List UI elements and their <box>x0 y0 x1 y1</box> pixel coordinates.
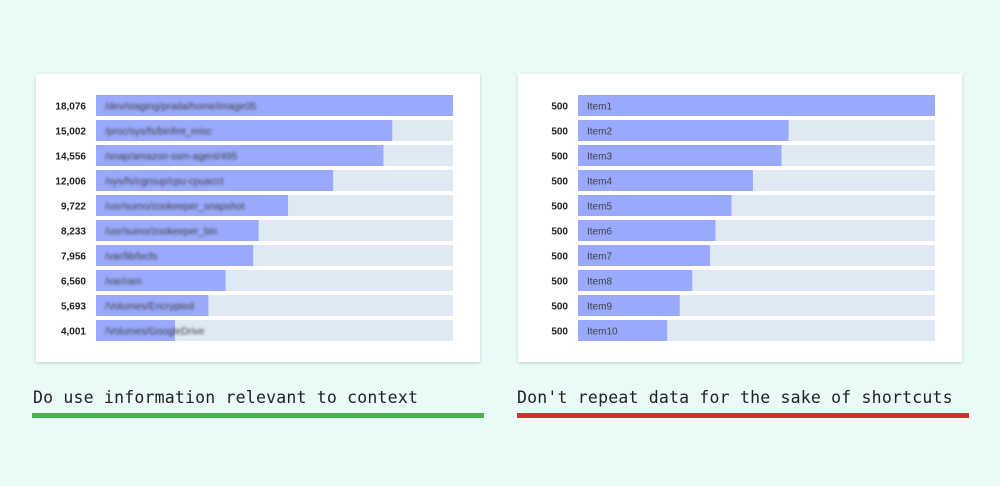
bar-value-label: 500 <box>551 252 568 263</box>
bar-category-label: /var/lib/lxcfs <box>105 252 157 263</box>
bar <box>578 245 711 266</box>
dont-underline <box>517 413 969 418</box>
dont-example-card: 500 Item1 500 Item2 500 Item3 500 Item4 500 Item5… <box>518 74 962 362</box>
bar-value-label: 14,556 <box>55 152 86 163</box>
bar <box>578 95 935 116</box>
bar-value-label: 9,722 <box>61 202 86 213</box>
bar <box>96 270 226 291</box>
bar <box>96 145 384 166</box>
bar <box>578 170 753 191</box>
bar-category-label: /Volumes/Encrypted <box>105 302 194 313</box>
bar-category-label: Item9 <box>587 302 612 313</box>
do-bar-chart: 18,076/dev/staging/prada/home/image05 15,… <box>55 95 453 341</box>
bar-category-label: Item5 <box>587 202 612 213</box>
bar-category-label: Item4 <box>587 177 612 188</box>
bar <box>578 270 693 291</box>
bar-value-label: 500 <box>551 202 568 213</box>
bar-value-label: 500 <box>551 302 568 313</box>
bar <box>96 220 259 241</box>
bar-value-label: 7,956 <box>61 252 86 263</box>
bar <box>96 170 334 191</box>
bar-track <box>96 320 453 341</box>
bar-category-label: /snap/amazon-ssm-agent/495 <box>105 152 238 163</box>
bar <box>96 295 209 316</box>
bar-value-label: 8,233 <box>61 227 86 238</box>
bar-value-label: 6,560 <box>61 277 86 288</box>
bar <box>578 320 668 341</box>
bar-value-label: 500 <box>551 127 568 138</box>
bar-category-label: /Volumes/GoogleDrive <box>105 327 205 338</box>
bar-value-label: 4,001 <box>61 327 86 338</box>
bar-value-label: 500 <box>551 177 568 188</box>
bar-value-label: 15,002 <box>55 127 86 138</box>
bar <box>96 320 176 341</box>
bar <box>96 95 453 116</box>
bar-value-label: 5,693 <box>61 302 86 313</box>
bar-category-label: /dev/staging/prada/home/image05 <box>105 102 257 113</box>
bar <box>96 195 289 216</box>
bar-category-label: Item7 <box>587 252 612 263</box>
bar-category-label: /var/ram <box>105 277 142 288</box>
bar <box>96 245 254 266</box>
bar-value-label: 12,006 <box>55 177 86 188</box>
do-underline <box>32 413 484 418</box>
bar-category-label: /sys/fs/cgroup/cpu-cpuacct <box>105 177 224 188</box>
bar <box>578 120 789 141</box>
bar-category-label: /usr/sumo/zookeeper_bin <box>105 227 217 238</box>
bar-category-label: Item3 <box>587 152 612 163</box>
bar-value-label: 18,076 <box>55 102 86 113</box>
dont-bar-chart: 500 Item1 500 Item2 500 Item3 500 Item4 500 Item5… <box>551 95 935 341</box>
bar-value-label: 500 <box>551 277 568 288</box>
bar <box>578 220 716 241</box>
bar-value-label: 500 <box>551 102 568 113</box>
bar-category-label: Item2 <box>587 127 612 138</box>
bar <box>578 195 732 216</box>
bar-category-label: /proc/sys/fs/binfmt_misc <box>105 127 212 138</box>
do-caption: Do use information relevant to context <box>33 388 419 407</box>
bar <box>578 295 680 316</box>
bar-category-label: /usr/sumo/zookeeper_snapshot <box>105 202 245 213</box>
bar-value-label: 500 <box>551 227 568 238</box>
do-example-card: 18,076/dev/staging/prada/home/image05 15,… <box>36 74 480 362</box>
bar-value-label: 500 <box>551 152 568 163</box>
bar <box>578 145 782 166</box>
bar-category-label: Item10 <box>587 327 618 338</box>
dont-caption: Don't repeat data for the sake of shortc… <box>517 388 953 407</box>
bar-value-label: 500 <box>551 327 568 338</box>
bar-category-label: Item6 <box>587 227 612 238</box>
bar <box>96 120 393 141</box>
bar-category-label: Item1 <box>587 102 612 113</box>
bar-category-label: Item8 <box>587 277 612 288</box>
